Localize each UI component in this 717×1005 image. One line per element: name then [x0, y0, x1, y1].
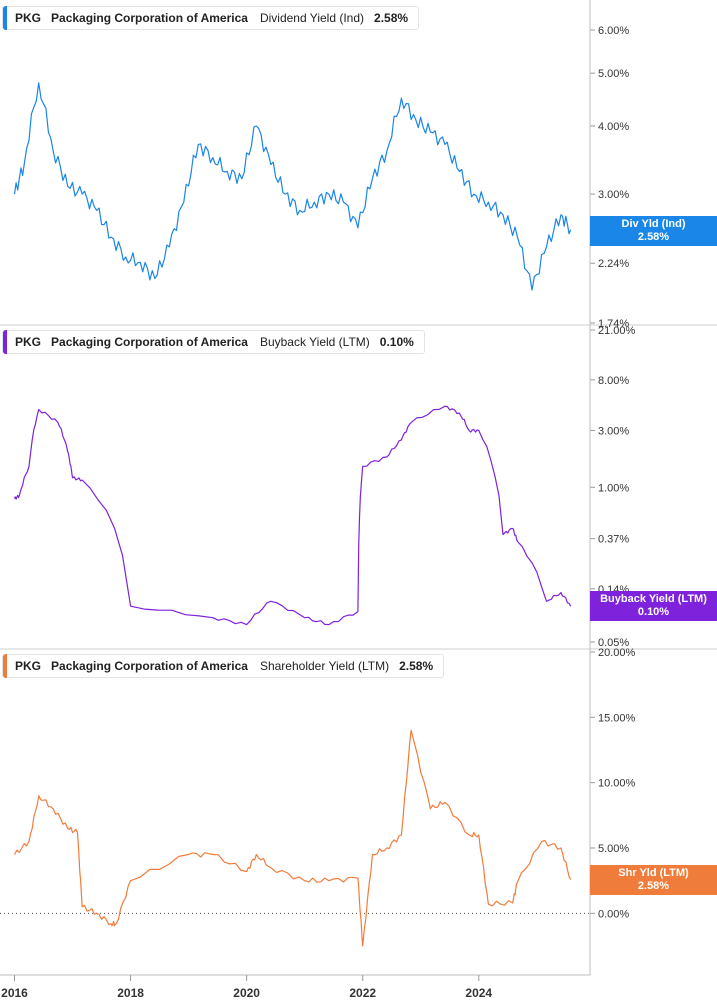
badge-value: 2.58% [637, 880, 670, 892]
y-tick-label: 20.00% [598, 647, 636, 659]
y-tick-label: 10.00% [598, 778, 636, 790]
legend-metric: Buyback Yield (LTM) [259, 335, 370, 349]
badge-value: 0.10% [637, 606, 670, 618]
badge-dividend-yield: Div Yld (Ind) 2.58% [590, 216, 717, 246]
y-tick-label: 1.74% [598, 318, 629, 330]
legend-ticker: PKG [15, 659, 42, 673]
badge-label: Buyback Yield (LTM) [600, 593, 707, 605]
badge-value: 2.58% [637, 231, 670, 243]
series-layer [13, 82, 572, 947]
legend-ticker: PKG [15, 11, 42, 25]
legend-value: 2.58% [374, 11, 409, 25]
legend-company: Packaging Corporation of America [51, 11, 248, 25]
legend-value: 0.10% [379, 335, 414, 349]
badge-label: Shr Yld (LTM) [618, 867, 689, 879]
legend-swatch [3, 330, 7, 354]
y-tick-label: 6.00% [598, 25, 629, 37]
x-tick-label: 2020 [233, 986, 260, 1000]
y-tick-label: 8.00% [598, 375, 629, 387]
legend-value: 2.58% [399, 659, 434, 673]
y-tick-label: 3.00% [598, 426, 629, 438]
y-tick-label: 2.24% [598, 258, 629, 270]
x-tick-label: 2016 [1, 986, 28, 1000]
legend-swatch [3, 654, 7, 678]
y-tick-label: 0.00% [598, 908, 629, 920]
series-line-2 [13, 729, 572, 947]
y-tick-label: 0.37% [598, 534, 629, 546]
x-tick-label: 2024 [465, 986, 492, 1000]
y-tick-label: 15.00% [598, 712, 636, 724]
badge-shareholder-yield: Shr Yld (LTM) 2.58% [590, 865, 717, 895]
badge-buyback-yield: Buyback Yield (LTM) 0.10% [590, 591, 717, 621]
y-tick-label: 0.05% [598, 637, 629, 649]
legend-metric: Shareholder Yield (LTM) [259, 659, 390, 673]
legend-company: Packaging Corporation of America [51, 335, 248, 349]
legend-company: Packaging Corporation of America [51, 659, 248, 673]
y-tick-label: 5.00% [598, 843, 629, 855]
series-line-0 [13, 82, 572, 291]
legend-swatch [3, 6, 7, 30]
y-tick-label: 5.00% [598, 68, 629, 80]
legend-buyback-yield[interactable]: PKG Packaging Corporation of America Buy… [2, 330, 425, 354]
legend-ticker: PKG [15, 335, 42, 349]
y-tick-label: 3.00% [598, 189, 629, 201]
axis-layer: 1.74%2.24%3.00%4.00%5.00%6.00%0.05%0.14%… [0, 0, 636, 1000]
legend-dividend-yield[interactable]: PKG Packaging Corporation of America Div… [2, 6, 420, 30]
legend-shareholder-yield[interactable]: PKG Packaging Corporation of America Sha… [2, 654, 445, 678]
series-line-1 [13, 405, 572, 626]
y-tick-label: 4.00% [598, 121, 629, 133]
badge-label: Div Yld (Ind) [621, 218, 686, 230]
y-tick-label: 21.00% [598, 325, 636, 337]
y-tick-label: 1.00% [598, 482, 629, 494]
x-tick-label: 2018 [117, 986, 144, 1000]
grid-layer [0, 324, 717, 914]
x-tick-label: 2022 [349, 986, 376, 1000]
legend-metric: Dividend Yield (Ind) [259, 11, 365, 25]
